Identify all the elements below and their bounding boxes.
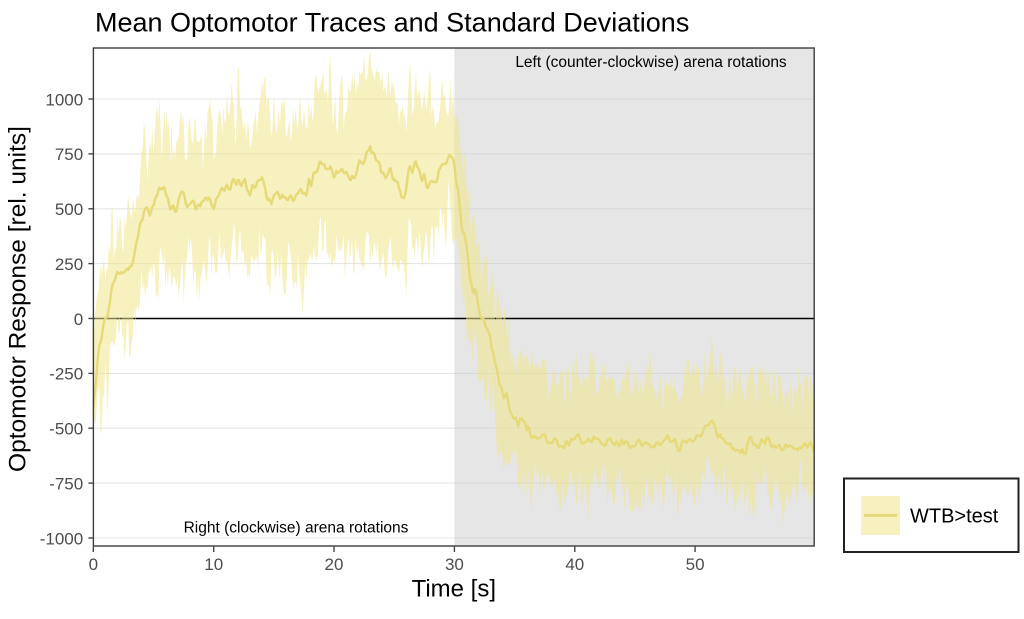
- svg-text:20: 20: [325, 555, 344, 574]
- svg-text:10: 10: [204, 555, 223, 574]
- svg-text:WTB>test: WTB>test: [910, 506, 999, 528]
- svg-text:-250: -250: [49, 365, 83, 384]
- svg-text:-500: -500: [49, 420, 83, 439]
- svg-text:30: 30: [445, 555, 464, 574]
- svg-text:0: 0: [89, 555, 98, 574]
- svg-text:-750: -750: [49, 474, 83, 493]
- svg-text:-1000: -1000: [40, 529, 83, 548]
- svg-text:Mean Optomotor Traces and Stan: Mean Optomotor Traces and Standard Devia…: [95, 8, 689, 38]
- svg-text:Left (counter-clockwise) arena: Left (counter-clockwise) arena rotations: [515, 54, 787, 71]
- svg-text:750: 750: [55, 145, 83, 164]
- svg-text:Right (clockwise) arena rotati: Right (clockwise) arena rotations: [184, 520, 409, 537]
- svg-text:40: 40: [565, 555, 584, 574]
- svg-text:Time [s]: Time [s]: [412, 576, 496, 603]
- svg-text:0: 0: [74, 310, 83, 329]
- svg-text:50: 50: [686, 555, 705, 574]
- svg-text:1000: 1000: [45, 90, 83, 109]
- svg-text:500: 500: [55, 200, 83, 219]
- svg-text:Optomotor Response [rel. units: Optomotor Response [rel. units]: [5, 126, 32, 472]
- svg-text:250: 250: [55, 255, 83, 274]
